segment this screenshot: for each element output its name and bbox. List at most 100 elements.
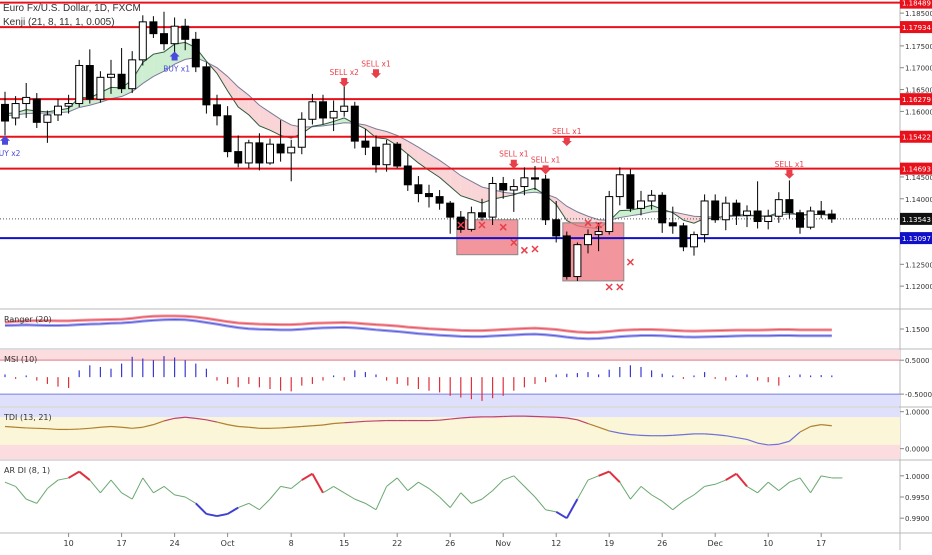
overlay-indicator-label: Kenji (21, 8, 11, 1, 0.005) <box>3 17 115 28</box>
time-tick-label: 26 <box>445 539 455 548</box>
time-tick-label: 15 <box>339 539 349 548</box>
sell-signal-label: SELL x1 <box>552 127 582 136</box>
candle-body <box>245 143 252 163</box>
candle-body <box>521 178 528 187</box>
candle-body <box>224 116 231 152</box>
tick-label: 1.1500 <box>905 326 930 334</box>
tick-label: 0.5000 <box>905 357 930 365</box>
sell-signal-label: SELL x2 <box>329 68 359 77</box>
candle-body <box>691 235 698 247</box>
tdi-segment <box>312 425 323 426</box>
candle-body <box>235 152 242 163</box>
candle-body <box>171 26 178 43</box>
candle-body <box>532 178 539 179</box>
candle-body <box>267 144 274 163</box>
candle-body <box>203 67 210 105</box>
sell-signal-label: SELL x1 <box>775 160 805 169</box>
tdi-segment <box>355 421 366 422</box>
candle-body <box>118 74 125 88</box>
tick-label: 0.0000 <box>905 446 930 454</box>
tdi-segment <box>344 422 355 423</box>
tick-label: 1.16000 <box>905 108 932 116</box>
time-tick-label: 24 <box>170 539 180 548</box>
tdi-segment <box>5 426 16 427</box>
symbol-title: Euro Fx/U.S. Dollar, 1D, FXCM <box>3 3 141 14</box>
tdi-segment <box>302 426 313 427</box>
ranger-title: Ranger (20) <box>4 315 52 324</box>
candle-body <box>627 175 634 209</box>
tick-label: 1.14500 <box>905 174 932 182</box>
tick-label: 1.14000 <box>905 196 932 204</box>
candle-body <box>680 226 687 247</box>
candle-body <box>341 106 348 111</box>
candle-body <box>712 201 719 220</box>
time-tick-label: 17 <box>816 539 826 548</box>
candle-body <box>394 144 401 166</box>
candle-body <box>754 211 761 221</box>
candle-body <box>330 111 337 118</box>
candle-body <box>563 236 570 277</box>
candle-body <box>404 166 411 185</box>
tick-label: 1.18500 <box>905 10 932 18</box>
level-price-label: 1.14693 <box>902 166 931 174</box>
time-tick-label: 10 <box>763 539 773 548</box>
ranger-axis: 1.1500 <box>900 326 930 334</box>
candle-body <box>606 197 613 232</box>
tick-label: 1.17000 <box>905 65 932 73</box>
candle-body <box>479 213 486 217</box>
tdi-upper-zone <box>0 408 900 417</box>
tdi-segment <box>556 417 567 418</box>
candle-body <box>415 185 422 194</box>
candle-body <box>288 147 295 153</box>
candle-body <box>309 102 316 119</box>
candle-body <box>383 144 390 165</box>
time-tick-label: 17 <box>117 539 127 548</box>
candle-body <box>489 183 496 217</box>
level-price-label: 1.15422 <box>902 134 931 142</box>
tick-label: 1.17500 <box>905 43 932 51</box>
tick-label: 1.0000 <box>905 409 930 417</box>
candle-body <box>733 203 740 215</box>
candle-body <box>97 77 104 99</box>
time-tick-label: 22 <box>392 539 402 548</box>
level-price-label: 1.17934 <box>902 24 931 32</box>
tick-label: 1.12000 <box>905 283 932 291</box>
candle-body <box>33 99 40 122</box>
candle-body <box>108 74 115 77</box>
candle-body <box>574 245 581 277</box>
time-tick-label: 19 <box>604 539 614 548</box>
tdi-segment <box>683 434 694 435</box>
sell-signal-label: SELL x1 <box>531 155 561 164</box>
candle-body <box>701 201 708 235</box>
tick-label: 1.12500 <box>905 261 932 269</box>
candle-body <box>139 22 146 60</box>
tick-label: 0.9950 <box>905 494 930 502</box>
candle-body <box>214 105 221 116</box>
buy-signal-label: BUY x1 <box>163 64 190 73</box>
tick-label: 1.0000 <box>905 473 930 481</box>
buy-signal-label: BUY x2 <box>0 149 21 158</box>
candle-body <box>23 97 30 103</box>
level-price-label: 1.18489 <box>902 0 931 8</box>
time-tick-label: 8 <box>289 539 294 548</box>
candle-body <box>797 213 804 227</box>
candle-body <box>648 195 655 201</box>
tdi-middle-zone <box>0 417 900 445</box>
candle-body <box>373 147 380 164</box>
candle-body <box>585 235 592 245</box>
candle-body <box>659 195 666 223</box>
candle-body <box>76 66 83 104</box>
candle-body <box>595 232 602 235</box>
tdi-segment <box>768 444 779 445</box>
candle-body <box>86 66 93 100</box>
tdi-segment <box>334 423 345 424</box>
msi-upper-zone <box>0 350 900 360</box>
time-tick-label: 26 <box>657 539 667 548</box>
candle-body <box>818 211 825 214</box>
tdi-segment <box>238 426 249 427</box>
candle-body <box>320 102 327 118</box>
candle-body <box>277 144 284 153</box>
sell-signal-label: SELL x1 <box>361 59 391 68</box>
